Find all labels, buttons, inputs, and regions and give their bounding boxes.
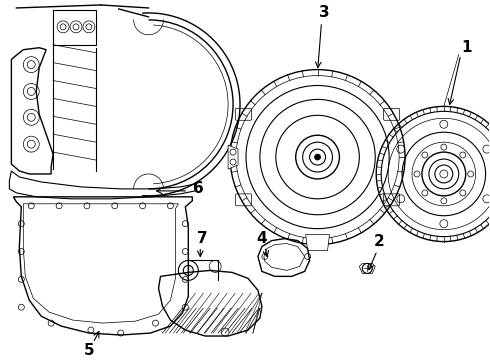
Text: 3: 3: [319, 5, 330, 21]
Circle shape: [440, 170, 448, 178]
FancyBboxPatch shape: [384, 108, 399, 120]
Text: 2: 2: [374, 234, 385, 249]
Circle shape: [315, 154, 320, 160]
Text: 4: 4: [257, 231, 267, 246]
Text: 6: 6: [193, 181, 204, 197]
Polygon shape: [306, 235, 329, 251]
Text: 1: 1: [462, 40, 472, 55]
FancyBboxPatch shape: [236, 194, 251, 206]
Text: 7: 7: [197, 231, 208, 246]
Text: 5: 5: [84, 343, 94, 359]
FancyBboxPatch shape: [384, 194, 399, 206]
Polygon shape: [228, 145, 238, 169]
FancyBboxPatch shape: [236, 108, 251, 120]
